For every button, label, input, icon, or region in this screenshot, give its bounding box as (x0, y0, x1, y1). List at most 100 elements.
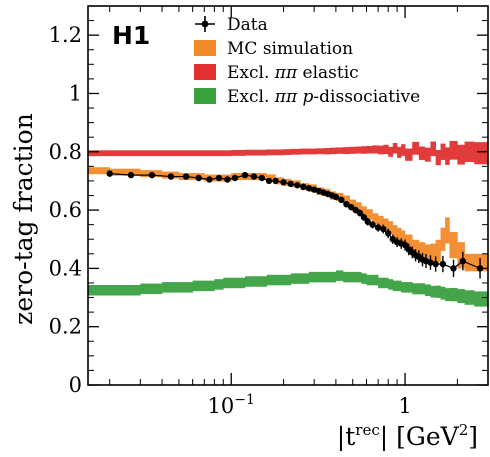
band-bin (244, 149, 257, 156)
band-bin (435, 285, 441, 298)
y-tick-label: 0.2 (49, 315, 82, 339)
x-axis-title-close: ] (468, 422, 478, 451)
x-axis-title-main: |t (337, 422, 355, 452)
band-bin (349, 271, 356, 283)
legend-swatch (194, 88, 216, 104)
data-point (374, 224, 382, 231)
band-bin (266, 274, 276, 286)
band-bin (335, 270, 344, 281)
band-bin (424, 244, 431, 264)
band-bin (474, 142, 488, 165)
data-point (343, 201, 350, 208)
band-bin (435, 239, 441, 262)
data-point (427, 259, 434, 266)
band-2 (88, 270, 488, 307)
band-bin (392, 225, 398, 239)
band-bin (329, 147, 337, 155)
data-point (432, 260, 439, 268)
data-point (338, 196, 345, 204)
y-tick-label: 1.2 (49, 23, 82, 47)
band-bin (383, 218, 389, 231)
x-axis-title-units-sup: 2 (459, 421, 469, 439)
band-bin (256, 149, 268, 156)
data-point (167, 173, 175, 180)
band-bin (397, 146, 402, 158)
band-bin (366, 145, 373, 154)
band-bin (214, 150, 224, 157)
data-point (250, 173, 258, 180)
band-bin (464, 253, 475, 272)
data-point (356, 209, 364, 217)
band-bin (162, 150, 180, 157)
data-point (258, 174, 266, 182)
band-bin (308, 271, 317, 283)
band-bin (361, 146, 367, 154)
band-bin (372, 213, 379, 225)
band-bin (440, 227, 446, 251)
band-bin (275, 274, 284, 286)
band-bin (323, 147, 331, 155)
band-bin (88, 150, 111, 157)
band-bin (283, 149, 292, 155)
band-bin (343, 271, 350, 283)
band-bin (457, 289, 465, 304)
band-bin (401, 282, 406, 293)
band-bin (109, 150, 141, 157)
band-bin (401, 144, 406, 156)
band-bin (405, 234, 413, 250)
x-tick-label-0.1: 10−1 (208, 392, 255, 418)
band-bin (140, 150, 163, 157)
y-tick-label: 0.4 (49, 256, 82, 280)
band-bin (204, 150, 215, 157)
band-bin (372, 274, 379, 286)
data-point (231, 174, 239, 182)
y-tick-label: 0.8 (49, 140, 82, 164)
band-bin (316, 271, 324, 283)
band-bin (300, 148, 310, 155)
data-point (195, 174, 202, 182)
data-point (182, 173, 190, 180)
x-tick-label-1: 1 (398, 394, 411, 418)
band-bin (88, 285, 111, 296)
band-bin (392, 143, 398, 154)
band-bin (378, 215, 384, 228)
band-bin (300, 273, 310, 284)
legend-swatch (194, 64, 216, 80)
band-bin (474, 291, 488, 307)
band-bin (178, 150, 193, 157)
band-bin (266, 149, 276, 156)
band-bin (405, 282, 413, 293)
band-bin (140, 283, 163, 295)
band-bin (231, 150, 246, 156)
band-bin (445, 147, 450, 165)
data-point (280, 179, 287, 186)
data-point (401, 241, 409, 249)
band-bin (162, 282, 180, 293)
band-bin (424, 147, 431, 162)
band-bin (430, 141, 436, 157)
data-point (310, 186, 318, 193)
band-bin (343, 147, 350, 155)
band-bin (445, 288, 450, 302)
data-point (272, 177, 279, 185)
data-point (459, 257, 467, 265)
band-bin (401, 230, 406, 246)
band-bin (204, 280, 215, 292)
data-point (385, 230, 392, 237)
legend-label: MC simulation (227, 39, 353, 59)
data-point (148, 171, 156, 179)
data-point (450, 265, 457, 272)
band-bin (464, 141, 475, 162)
band-bin (457, 242, 465, 269)
band-bin (335, 147, 344, 154)
band-bin (323, 271, 331, 283)
band-bin (283, 274, 292, 286)
band-bin (223, 277, 232, 289)
band-bin (388, 221, 394, 234)
band-bin (349, 199, 356, 209)
band-bin (214, 279, 224, 290)
band-bin (383, 144, 389, 155)
band-bin (355, 271, 362, 283)
band-1 (88, 140, 488, 166)
